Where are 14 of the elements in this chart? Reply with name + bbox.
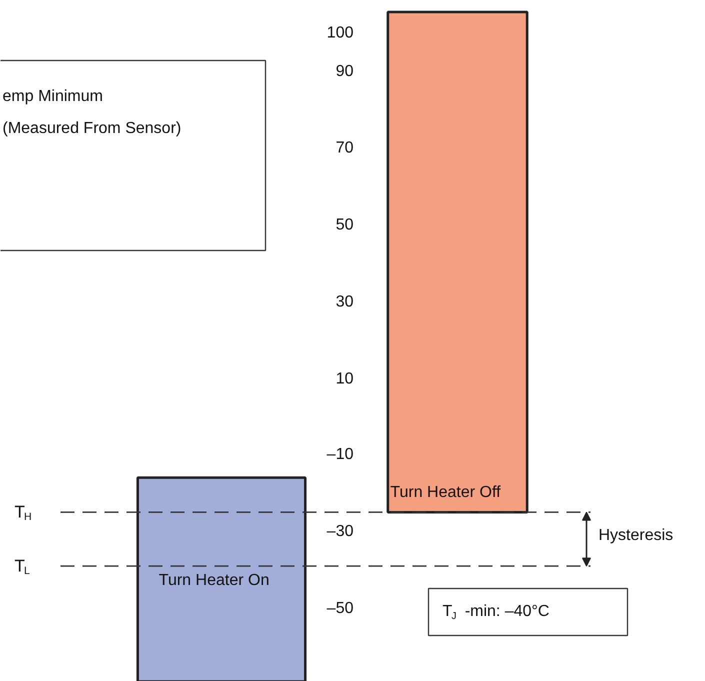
y-tick-label: 10 (336, 370, 354, 388)
y-tick-label: 90 (336, 62, 354, 80)
annotation: Turn Heater On (158, 572, 270, 589)
y-tick-label: 70 (336, 140, 354, 157)
y-tick-label: 50 (336, 216, 354, 234)
annotation: Turn Heater Off (390, 484, 502, 501)
y-tick-label: –50 (326, 600, 354, 617)
annotation: (Measured From Sensor) (2, 120, 182, 137)
annotation: Hysteresis (598, 527, 674, 544)
annotation: emp Minimum (2, 88, 103, 105)
y-tick-label: 30 (336, 294, 354, 311)
y-tick-label: 100 (326, 24, 354, 42)
y-tick-label: –10 (326, 446, 354, 463)
y-tick-label: –30 (326, 522, 354, 540)
